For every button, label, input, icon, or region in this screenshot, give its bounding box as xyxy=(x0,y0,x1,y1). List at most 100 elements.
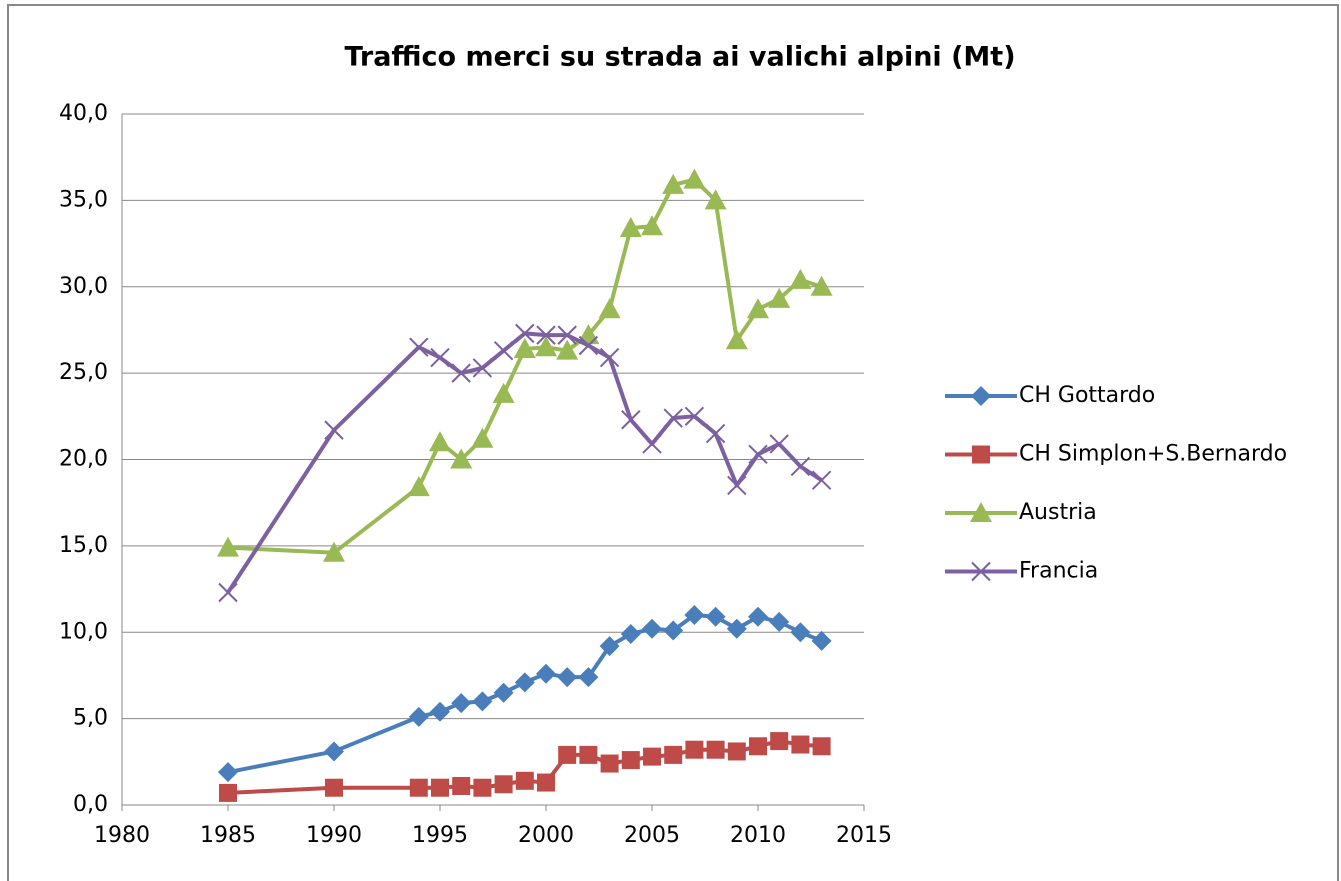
marker xyxy=(494,775,513,794)
marker xyxy=(642,618,662,639)
y-tick-label: 30,0 xyxy=(59,274,108,299)
x-tick-label: 1995 xyxy=(412,823,468,848)
marker xyxy=(492,382,515,403)
marker xyxy=(620,623,641,644)
y-tick-label: 5,0 xyxy=(73,706,108,731)
marker xyxy=(662,173,685,194)
marker xyxy=(578,335,599,356)
marker xyxy=(451,693,472,714)
marker xyxy=(641,215,663,236)
x-tick-label: 1990 xyxy=(306,823,362,848)
marker xyxy=(642,434,662,454)
legend-label: CH Gottardo xyxy=(1019,383,1155,408)
marker xyxy=(471,427,494,448)
marker xyxy=(515,323,535,344)
marker xyxy=(704,189,727,210)
legend-marker xyxy=(970,502,992,522)
legend-label: CH Simplon+S.Bernardo xyxy=(1019,442,1287,467)
marker xyxy=(748,606,768,627)
marker xyxy=(513,337,536,358)
marker xyxy=(431,778,449,797)
marker xyxy=(535,336,557,357)
marker xyxy=(768,287,791,308)
legend-label: Francia xyxy=(1019,559,1098,584)
marker xyxy=(705,606,726,627)
marker xyxy=(685,740,704,759)
marker xyxy=(790,622,811,643)
marker xyxy=(725,329,748,350)
series-line xyxy=(227,612,823,775)
marker xyxy=(409,778,428,797)
series-line xyxy=(227,739,822,795)
marker xyxy=(536,325,556,345)
marker xyxy=(325,778,343,797)
marker xyxy=(514,672,535,693)
legend-marker xyxy=(971,561,991,582)
y-tick-label: 40,0 xyxy=(59,101,108,126)
marker xyxy=(324,741,344,762)
marker xyxy=(812,737,831,756)
marker xyxy=(493,340,514,361)
legend-marker xyxy=(972,445,990,464)
y-tick-label: 20,0 xyxy=(59,447,108,472)
marker xyxy=(621,410,641,430)
y-tick-label: 0,0 xyxy=(73,792,108,817)
legend-label: Austria xyxy=(1019,500,1097,525)
marker xyxy=(218,582,238,603)
marker xyxy=(600,754,619,773)
marker xyxy=(663,408,683,428)
marker xyxy=(450,448,473,469)
marker xyxy=(409,337,429,357)
marker xyxy=(599,347,620,368)
chart-frame xyxy=(7,4,1339,881)
marker xyxy=(748,444,768,465)
marker xyxy=(217,536,239,557)
marker xyxy=(811,470,832,490)
y-tick-label: 15,0 xyxy=(59,533,108,558)
x-tick-label: 1985 xyxy=(200,823,256,848)
marker xyxy=(811,630,832,651)
legend-marker xyxy=(971,386,991,406)
marker xyxy=(769,434,789,454)
x-tick-label: 2005 xyxy=(624,823,680,848)
marker xyxy=(684,406,705,427)
marker xyxy=(429,431,451,452)
marker xyxy=(579,745,598,764)
marker xyxy=(770,732,789,751)
marker xyxy=(537,773,555,792)
marker xyxy=(557,325,577,345)
marker xyxy=(810,275,833,296)
x-tick-label: 1980 xyxy=(94,823,150,848)
marker xyxy=(556,339,579,360)
series-line xyxy=(226,331,823,594)
y-tick-label: 35,0 xyxy=(59,187,108,212)
marker xyxy=(747,298,769,319)
marker xyxy=(749,737,767,756)
x-tick-label: 2000 xyxy=(518,823,574,848)
marker xyxy=(706,740,725,759)
x-tick-label: 2015 xyxy=(836,823,892,848)
marker xyxy=(407,476,430,497)
marker xyxy=(727,742,746,761)
marker xyxy=(323,541,345,562)
marker xyxy=(789,268,812,289)
marker xyxy=(430,701,450,722)
marker xyxy=(472,691,493,712)
marker xyxy=(663,620,684,641)
marker xyxy=(705,423,726,444)
marker xyxy=(621,751,640,770)
marker xyxy=(643,747,661,766)
marker xyxy=(452,776,471,795)
marker xyxy=(473,778,492,797)
marker xyxy=(599,636,620,657)
marker xyxy=(684,604,705,625)
marker xyxy=(683,168,706,189)
marker xyxy=(557,667,578,688)
marker xyxy=(791,735,810,754)
marker xyxy=(619,217,642,238)
marker xyxy=(472,358,493,378)
marker xyxy=(598,298,621,319)
marker xyxy=(726,618,747,639)
marker xyxy=(430,347,450,368)
